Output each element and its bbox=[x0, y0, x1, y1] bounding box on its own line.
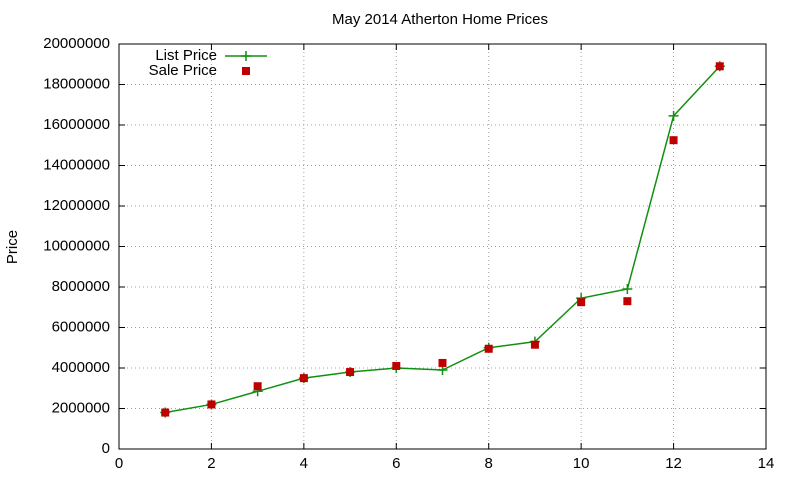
y-axis-label: Price bbox=[4, 230, 21, 264]
point-marker bbox=[715, 62, 724, 71]
point-marker bbox=[577, 298, 586, 307]
y-tick-label: 2000000 bbox=[52, 399, 110, 416]
y-tick-label: 4000000 bbox=[52, 359, 110, 376]
point-marker bbox=[299, 374, 308, 383]
point-marker bbox=[392, 361, 401, 370]
x-tick-label: 2 bbox=[207, 455, 215, 472]
point-marker bbox=[346, 368, 355, 377]
legend-marker bbox=[241, 51, 251, 61]
point-marker bbox=[438, 358, 447, 367]
x-tick-label: 12 bbox=[665, 455, 682, 472]
y-tick-label: 12000000 bbox=[43, 197, 110, 214]
plot-frame bbox=[118, 43, 767, 450]
chart-title: May 2014 Atherton Home Prices bbox=[332, 11, 548, 28]
x-tick-label: 8 bbox=[485, 455, 493, 472]
y-tick-label: 14000000 bbox=[43, 156, 110, 173]
y-tick-label: 20000000 bbox=[43, 35, 110, 52]
point-marker bbox=[161, 408, 170, 417]
point-marker bbox=[669, 136, 678, 145]
point-marker bbox=[530, 340, 539, 349]
y-tick-label: 0 bbox=[102, 440, 110, 457]
x-tick-label: 10 bbox=[573, 455, 590, 472]
legend-label: Sale Price bbox=[149, 62, 217, 79]
x-tick-label: 6 bbox=[392, 455, 400, 472]
legend-marker bbox=[242, 67, 250, 75]
y-tick-label: 10000000 bbox=[43, 237, 110, 254]
legend-label: List Price bbox=[155, 47, 217, 64]
point-marker bbox=[253, 382, 262, 391]
point-marker bbox=[623, 297, 632, 306]
y-tick-label: 18000000 bbox=[43, 75, 110, 92]
x-tick-label: 4 bbox=[300, 455, 308, 472]
point-marker bbox=[668, 110, 679, 121]
y-tick-label: 6000000 bbox=[52, 318, 110, 335]
y-tick-label: 8000000 bbox=[52, 278, 110, 295]
x-tick-label: 14 bbox=[758, 455, 775, 472]
x-tick-label: 0 bbox=[115, 455, 123, 472]
point-marker bbox=[207, 400, 216, 409]
y-tick-label: 16000000 bbox=[43, 116, 110, 133]
point-marker bbox=[484, 344, 493, 353]
point-marker bbox=[622, 284, 633, 295]
